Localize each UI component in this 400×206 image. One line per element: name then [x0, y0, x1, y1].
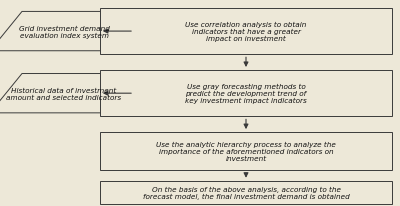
- Text: Grid investment demand
evaluation index system: Grid investment demand evaluation index …: [18, 25, 110, 39]
- Text: Use gray forecasting methods to
predict the development trend of
key investment : Use gray forecasting methods to predict …: [185, 84, 307, 104]
- Text: Historical data of investment
amount and selected indicators: Historical data of investment amount and…: [6, 87, 122, 100]
- Text: On the basis of the above analysis, according to the
forecast model, the final i: On the basis of the above analysis, acco…: [143, 186, 349, 199]
- Text: Use the analytic hierarchy process to analyze the
importance of the aforemention: Use the analytic hierarchy process to an…: [156, 141, 336, 162]
- Polygon shape: [0, 12, 134, 52]
- Bar: [100, 181, 392, 204]
- Text: Use correlation analysis to obtain
indicators that have a greater
impact on inve: Use correlation analysis to obtain indic…: [185, 22, 307, 42]
- Bar: [100, 9, 392, 55]
- Bar: [100, 132, 392, 171]
- Polygon shape: [0, 74, 134, 113]
- Bar: [100, 70, 392, 117]
